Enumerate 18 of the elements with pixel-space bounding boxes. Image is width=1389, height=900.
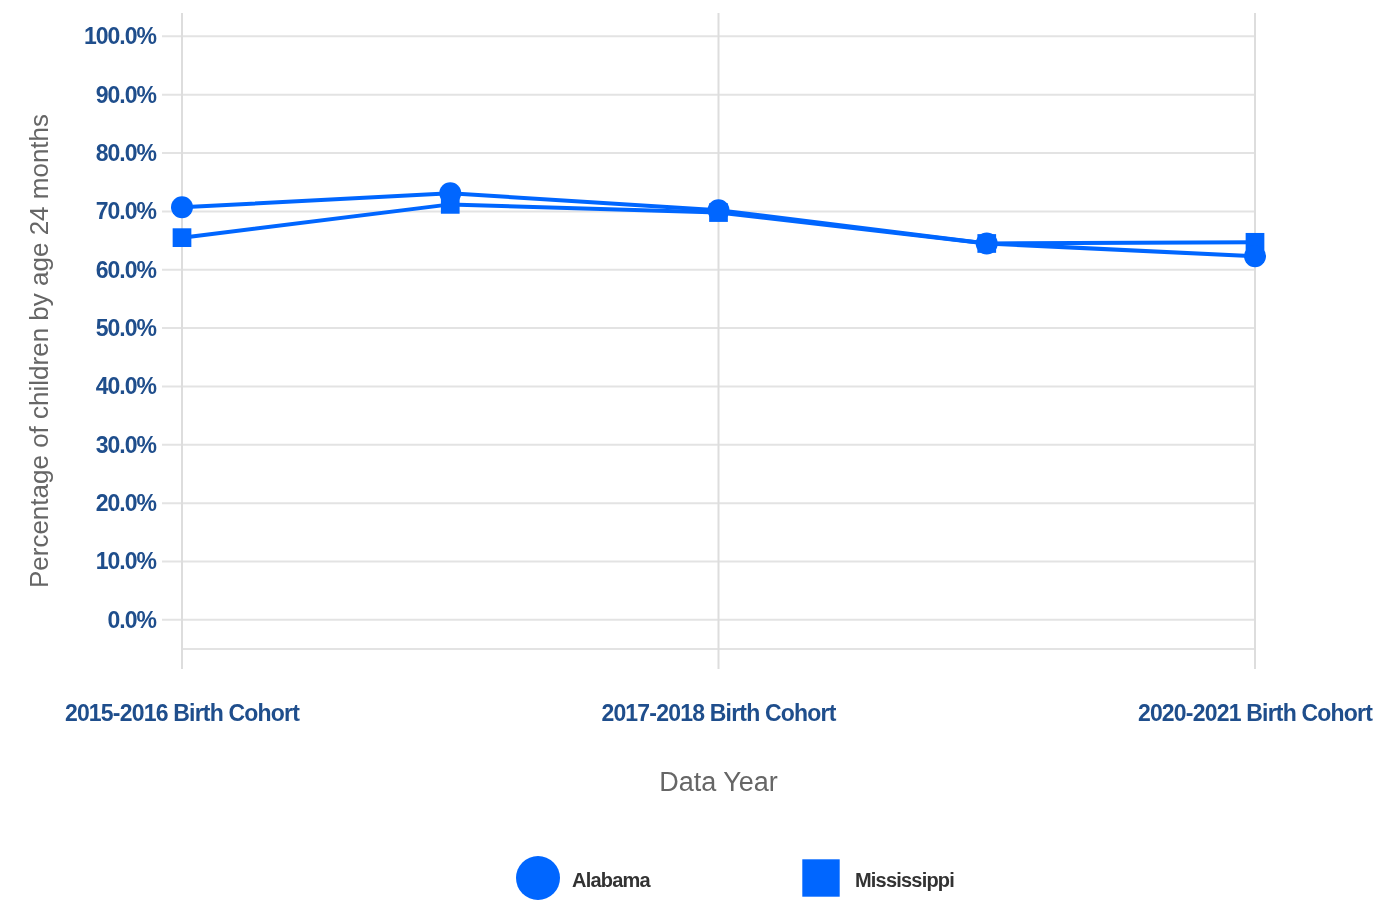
y-axis-title: Percentage of children by age 24 months bbox=[24, 113, 54, 589]
y-tick-label: 30.0% bbox=[95, 431, 157, 458]
y-tick-label: 80.0% bbox=[95, 140, 157, 167]
x-tick-label: 2017-2018 Birth Cohort bbox=[601, 700, 837, 726]
y-tick-label: 70.0% bbox=[95, 198, 157, 225]
x-tick-label: 2020-2021 Birth Cohort bbox=[1137, 700, 1374, 726]
y-tick-label: 100.0% bbox=[83, 23, 157, 50]
y-tick-label: 20.0% bbox=[95, 490, 157, 517]
y-tick-label: 0.0% bbox=[107, 606, 157, 633]
legend-label: Alabama bbox=[572, 869, 652, 891]
y-tick-label: 40.0% bbox=[95, 373, 157, 400]
y-tick-label: 60.0% bbox=[95, 256, 157, 283]
legend-label: Mississippi bbox=[855, 869, 955, 891]
y-tick-label: 10.0% bbox=[95, 548, 157, 575]
y-tick-label: 90.0% bbox=[95, 81, 157, 108]
x-tick-label: 2015-2016 Birth Cohort bbox=[64, 700, 301, 726]
y-tick-label: 50.0% bbox=[95, 315, 157, 342]
x-axis-title: Data Year bbox=[659, 767, 778, 797]
